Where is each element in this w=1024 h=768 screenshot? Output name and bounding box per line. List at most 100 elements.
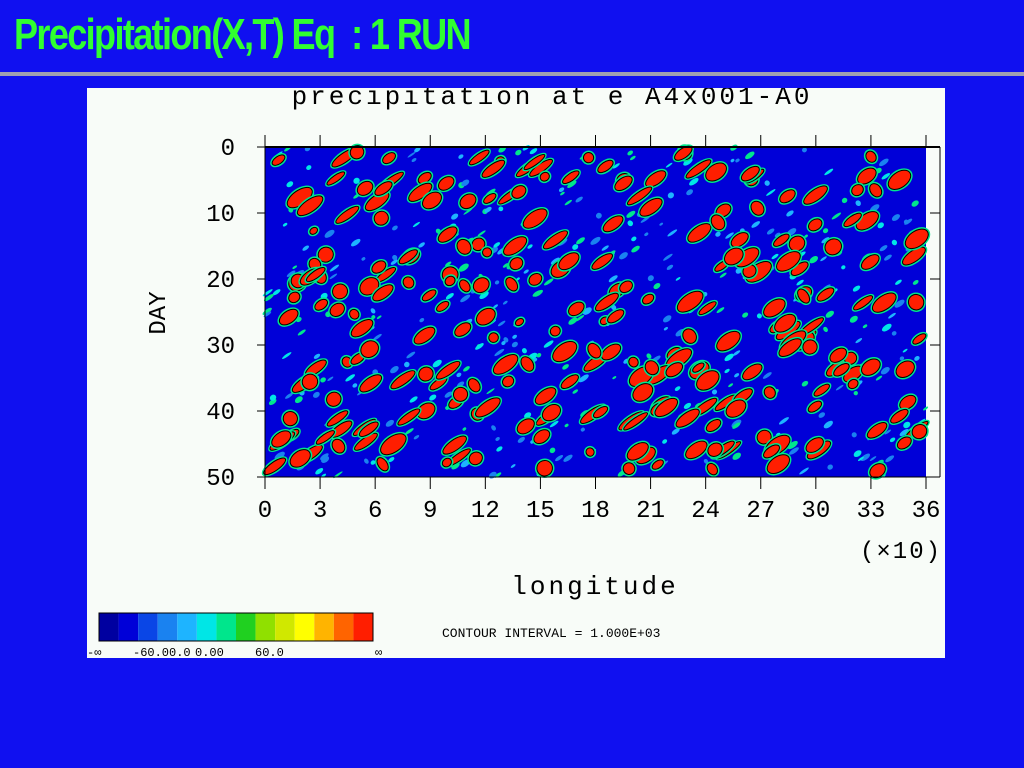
colorbar-cell (294, 613, 315, 641)
speck (756, 313, 762, 319)
colorbar-cell (275, 613, 295, 641)
speck (418, 242, 425, 248)
speck (855, 338, 863, 344)
speck (327, 376, 334, 382)
speck (324, 229, 335, 238)
speck (862, 324, 868, 329)
y-tick-label: 50 (206, 466, 235, 493)
x-tick-label: 27 (746, 498, 775, 525)
rain-blob (315, 430, 335, 445)
colorbar-cell (157, 613, 178, 641)
x-scale-note: (×10) (860, 539, 942, 566)
speck (534, 289, 543, 297)
speck (515, 149, 522, 156)
speck (568, 317, 578, 325)
speck (285, 392, 293, 399)
speck (778, 417, 789, 425)
rain-blob (626, 186, 653, 206)
speck (796, 279, 804, 286)
speck (496, 446, 503, 452)
rain-blob (326, 171, 346, 186)
speck (715, 231, 721, 237)
rain-blob (853, 295, 874, 311)
speck (543, 278, 554, 286)
rain-blob (685, 440, 708, 460)
speck (619, 252, 628, 260)
speck (666, 264, 674, 270)
speck (831, 212, 842, 220)
speck (549, 420, 559, 428)
rain-blob (585, 447, 595, 457)
speck (521, 348, 527, 354)
rain-blob (332, 283, 348, 300)
speck (302, 245, 310, 251)
speck (390, 366, 399, 374)
rain-blob (802, 339, 818, 355)
speck (818, 412, 826, 418)
speck (404, 361, 410, 368)
speck (914, 355, 920, 361)
rain-blob (623, 412, 649, 431)
rain-blob (437, 176, 455, 191)
rain-blob (372, 284, 394, 302)
speck (674, 386, 681, 391)
rain-blob (587, 342, 602, 359)
speck (263, 311, 272, 318)
speck (841, 197, 848, 204)
speck (904, 218, 913, 225)
speck (809, 256, 819, 264)
plot-panel: precipitation at e A4x001-A0 DAY longitu… (87, 88, 945, 658)
rain-blob (305, 266, 326, 283)
rain-blob (416, 402, 436, 420)
speck (612, 376, 617, 380)
rain-blob (651, 459, 664, 470)
speck (564, 423, 569, 428)
speck (903, 421, 911, 429)
speck (497, 320, 506, 327)
speck (501, 341, 506, 346)
speck (823, 326, 828, 333)
rain-blob (514, 317, 525, 327)
rain-blob (541, 404, 562, 422)
speck (562, 364, 569, 370)
colorbar-label: -60.0 (133, 646, 169, 658)
speck (333, 471, 343, 479)
rain-blob (614, 175, 633, 192)
speck (911, 200, 919, 207)
x-tick-label: 0 (258, 498, 272, 525)
rain-blob (536, 459, 553, 477)
speck (320, 377, 326, 383)
rain-blob (552, 340, 578, 363)
plot-title: precipitation at e A4x001-A0 (292, 88, 813, 112)
rain-blob (911, 423, 928, 440)
rain-blob (289, 449, 311, 468)
rain-blob (851, 184, 864, 197)
rain-blob (371, 260, 387, 274)
rain-blob (505, 277, 519, 292)
rain-blob (895, 360, 915, 378)
speck (555, 454, 564, 462)
colorbar-cell (216, 613, 236, 641)
speck (912, 279, 919, 285)
speck (523, 269, 529, 274)
rain-blob (857, 167, 877, 185)
speck (432, 359, 442, 368)
rain-blob (397, 408, 421, 426)
speck (590, 236, 601, 245)
speck (766, 189, 776, 196)
rain-blob (358, 421, 379, 437)
speck (799, 467, 809, 475)
speck (352, 383, 358, 388)
speck (869, 456, 877, 462)
rain-blob (763, 298, 786, 318)
speck (667, 192, 674, 199)
speck (392, 254, 398, 261)
rain-blob (523, 153, 546, 171)
speck (849, 315, 858, 323)
rain-blob (642, 293, 655, 305)
speck (823, 420, 833, 429)
rain-blob (444, 275, 456, 287)
rain-blob (263, 457, 287, 476)
rain-blob (899, 394, 917, 410)
speck (492, 304, 499, 309)
